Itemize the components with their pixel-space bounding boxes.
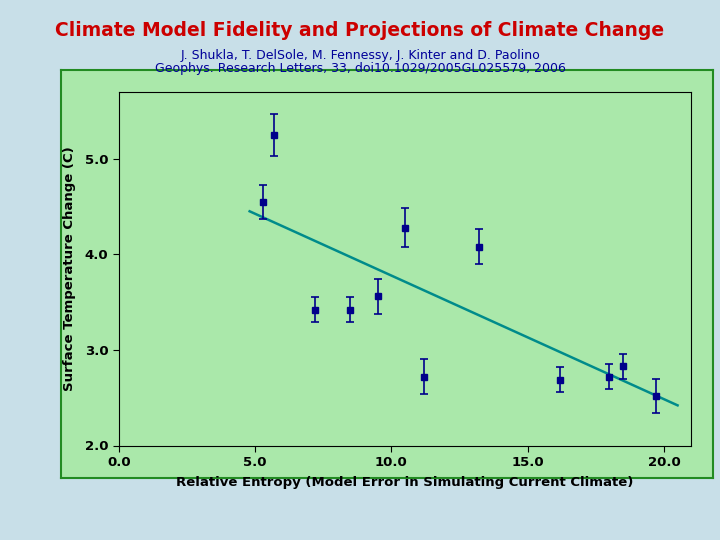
Text: Climate Model Fidelity and Projections of Climate Change: Climate Model Fidelity and Projections o…	[55, 21, 665, 40]
Text: J. Shukla, T. DelSole, M. Fennessy, J. Kinter and D. Paolino: J. Shukla, T. DelSole, M. Fennessy, J. K…	[180, 49, 540, 62]
X-axis label: Relative Entropy (Model Error in Simulating Current Climate): Relative Entropy (Model Error in Simulat…	[176, 476, 634, 489]
Y-axis label: Surface Temperature Change (C): Surface Temperature Change (C)	[63, 146, 76, 391]
Text: Geophys. Research Letters, 33, doi10.1029/2005GL025579, 2006: Geophys. Research Letters, 33, doi10.102…	[155, 62, 565, 75]
